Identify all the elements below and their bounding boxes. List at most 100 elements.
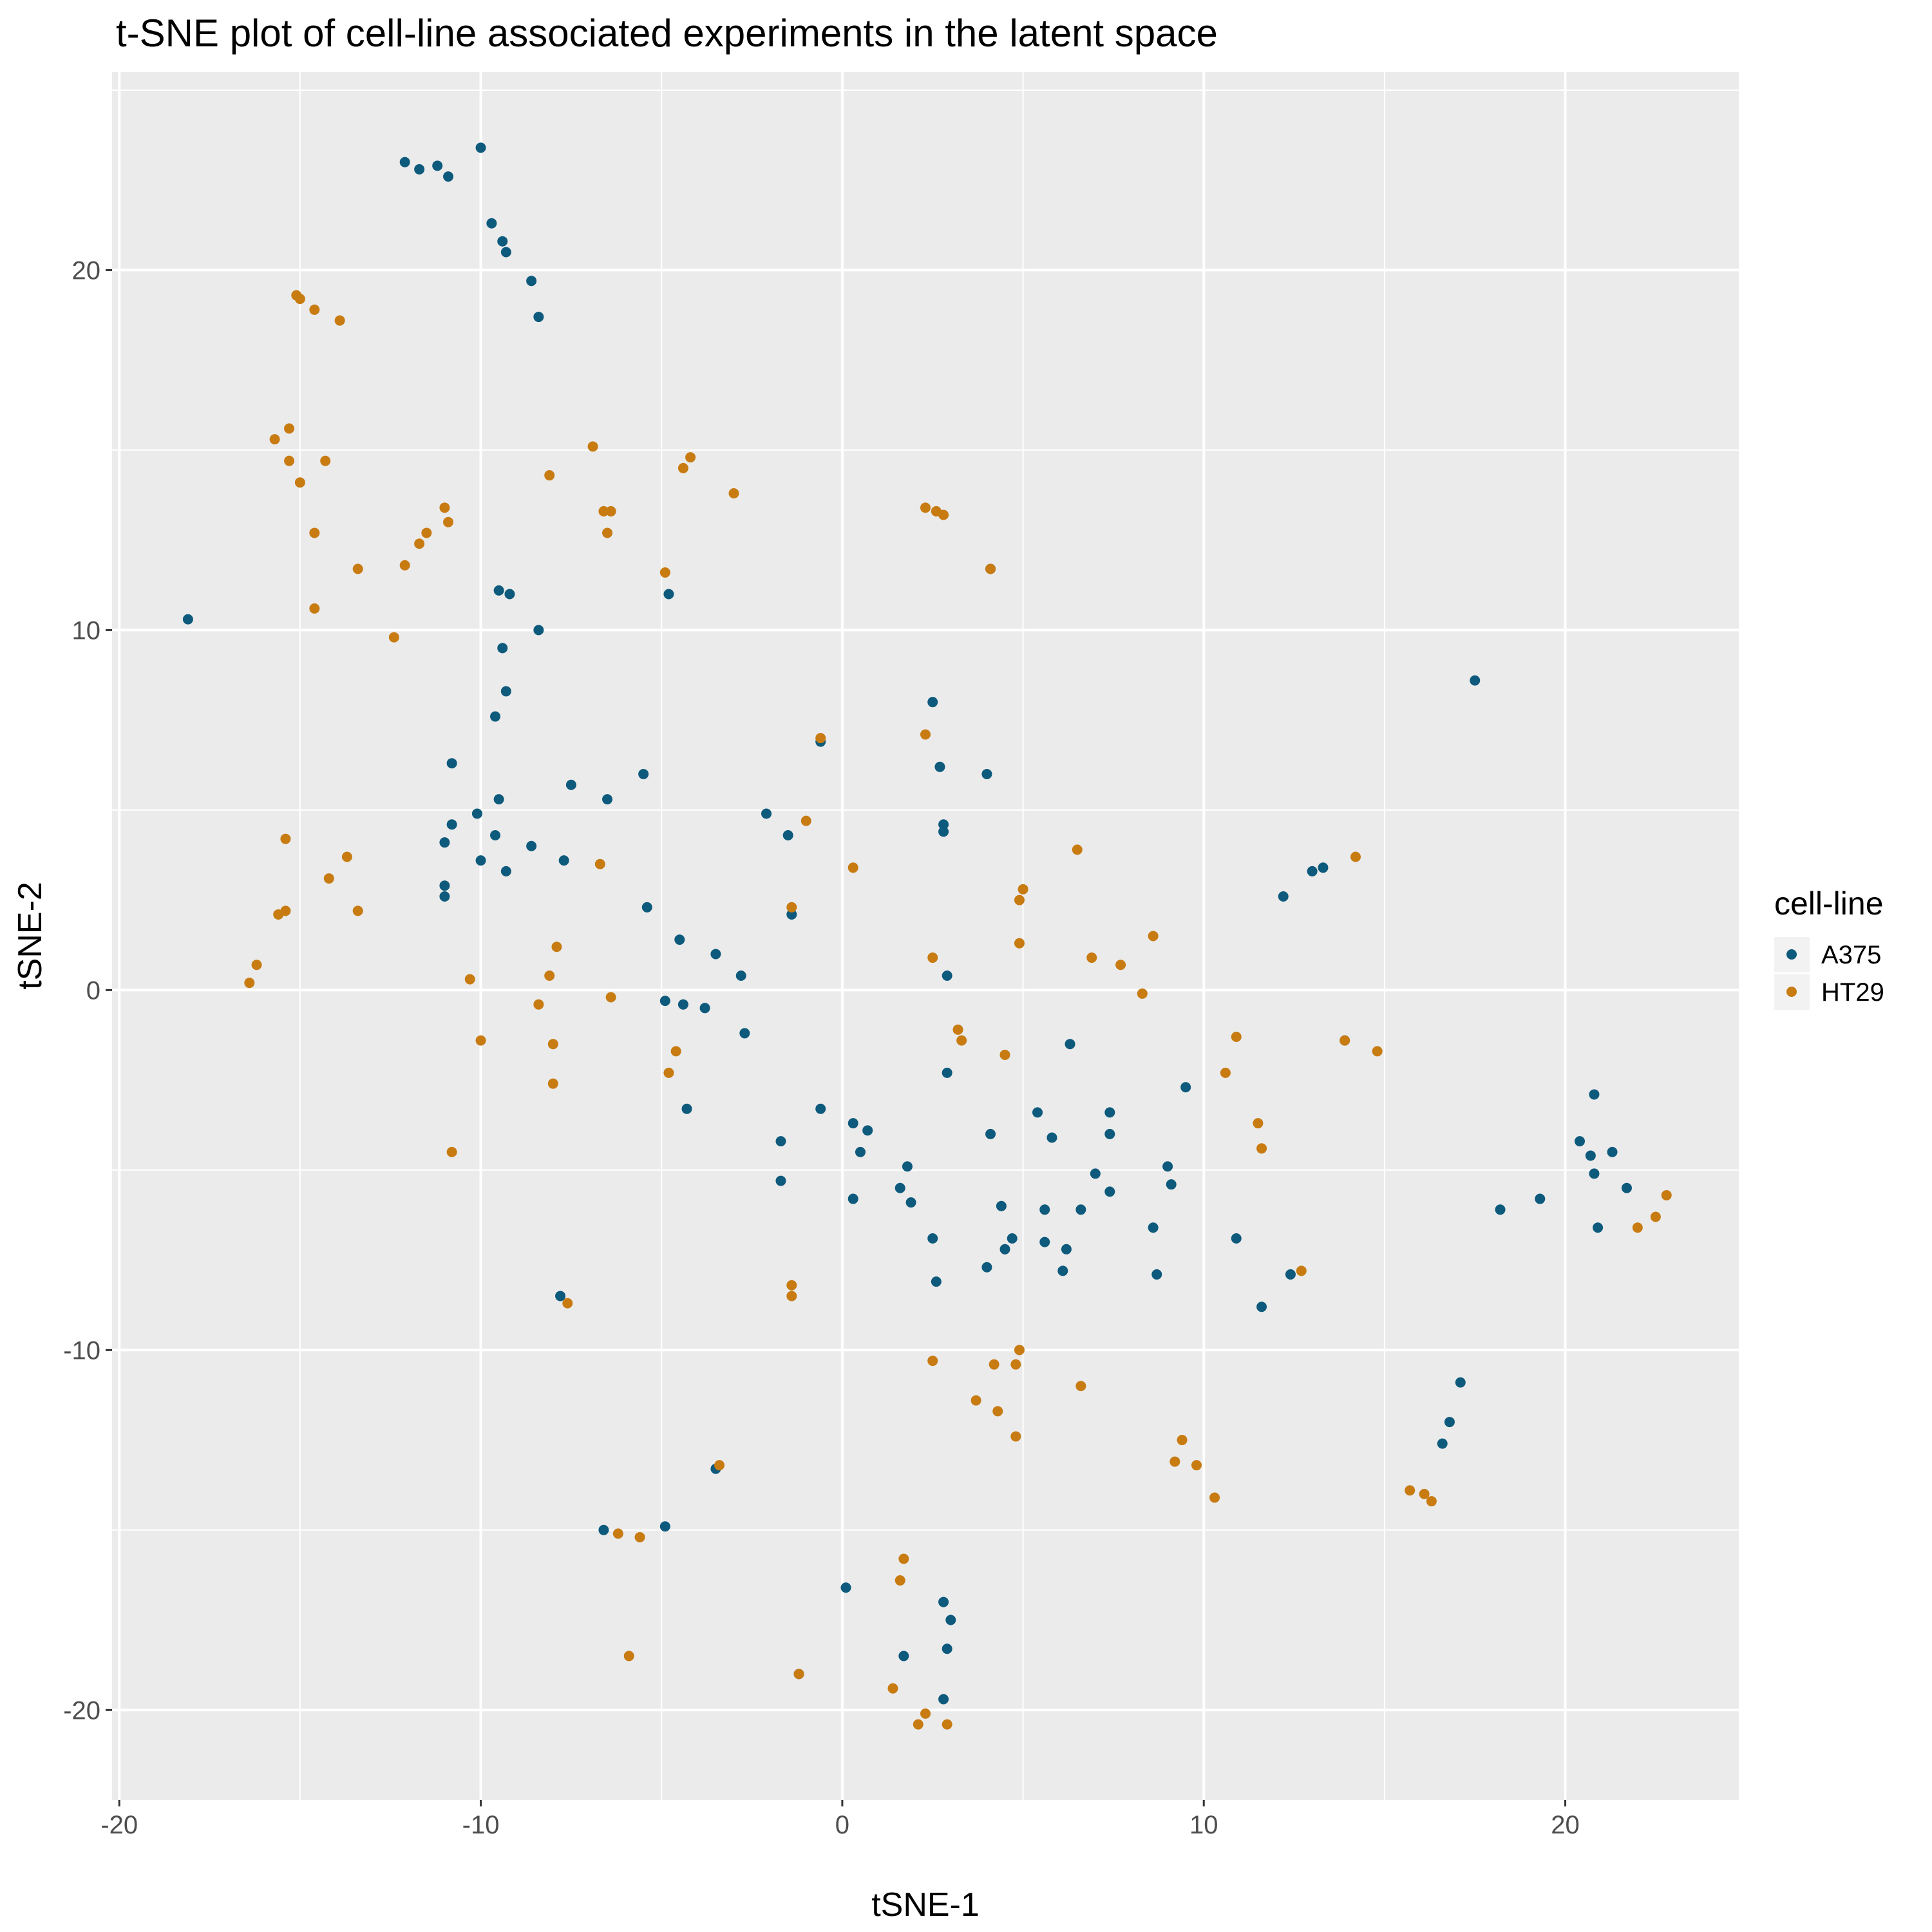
point-ht29 <box>1014 938 1025 949</box>
x-tick-label: 0 <box>835 1811 849 1839</box>
point-ht29 <box>1296 1265 1307 1276</box>
point-ht29 <box>895 1575 905 1586</box>
point-a375 <box>898 1651 909 1662</box>
point-ht29 <box>605 992 616 1003</box>
point-a375 <box>1046 1132 1057 1143</box>
point-a375 <box>526 840 537 851</box>
point-ht29 <box>1253 1118 1264 1129</box>
legend: cell-line A375 HT29 <box>1774 886 1884 1010</box>
legend-label-a375: A375 <box>1821 941 1881 969</box>
x-tick-label: -20 <box>100 1811 138 1839</box>
series-ht29 <box>244 290 1672 1730</box>
point-a375 <box>855 1146 866 1157</box>
point-a375 <box>641 902 652 913</box>
point-ht29 <box>1010 1359 1021 1370</box>
point-a375 <box>1495 1204 1506 1215</box>
point-ht29 <box>1137 988 1148 999</box>
point-ht29 <box>1115 960 1126 971</box>
grid-minor <box>112 72 1739 1800</box>
point-ht29 <box>1177 1435 1188 1446</box>
point-ht29 <box>464 974 475 985</box>
point-ht29 <box>294 477 305 488</box>
point-ht29 <box>1220 1067 1231 1078</box>
point-a375 <box>659 996 670 1007</box>
point-ht29 <box>1256 1143 1267 1154</box>
point-ht29 <box>670 1046 681 1057</box>
point-ht29 <box>594 858 605 869</box>
point-a375 <box>504 589 515 600</box>
point-ht29 <box>551 942 562 952</box>
point-ht29 <box>284 423 295 434</box>
point-a375 <box>775 1175 786 1186</box>
point-a375 <box>555 1291 566 1302</box>
point-a375 <box>399 156 410 167</box>
point-ht29 <box>786 902 797 913</box>
point-ht29 <box>942 1719 952 1730</box>
point-ht29 <box>294 294 305 305</box>
point-a375 <box>1065 1039 1075 1050</box>
plot-panel <box>112 72 1739 1800</box>
point-a375 <box>1090 1168 1101 1179</box>
point-ht29 <box>284 455 295 466</box>
point-ht29 <box>1010 1431 1021 1442</box>
point-a375 <box>533 312 544 323</box>
point-a375 <box>942 970 952 981</box>
point-a375 <box>1318 862 1329 873</box>
point-ht29 <box>309 304 320 315</box>
y-axis: -20 -10 0 10 20 <box>63 256 112 1725</box>
point-a375 <box>1148 1222 1159 1233</box>
point-ht29 <box>714 1460 725 1471</box>
point-a375 <box>1285 1269 1296 1280</box>
point-a375 <box>558 855 569 866</box>
point-a375 <box>981 768 992 779</box>
point-a375 <box>1575 1136 1586 1147</box>
point-a375 <box>1032 1107 1043 1118</box>
point-a375 <box>439 891 450 902</box>
point-a375 <box>486 218 497 229</box>
point-a375 <box>1104 1107 1115 1118</box>
point-a375 <box>493 585 504 596</box>
point-a375 <box>945 1615 956 1625</box>
point-ht29 <box>793 1669 804 1680</box>
point-a375 <box>497 643 508 654</box>
point-ht29 <box>728 488 739 498</box>
point-ht29 <box>475 1035 486 1046</box>
point-a375 <box>677 999 688 1010</box>
point-ht29 <box>605 506 616 516</box>
point-a375 <box>895 1182 905 1193</box>
point-ht29 <box>1014 895 1025 905</box>
point-a375 <box>1621 1182 1632 1193</box>
point-ht29 <box>677 462 688 473</box>
point-ht29 <box>352 905 363 916</box>
point-a375 <box>1535 1193 1546 1204</box>
point-a375 <box>1307 866 1318 876</box>
point-ht29 <box>848 862 858 873</box>
point-ht29 <box>920 1708 931 1719</box>
point-ht29 <box>1350 851 1361 862</box>
point-a375 <box>999 1244 1010 1255</box>
point-a375 <box>848 1193 858 1204</box>
point-a375 <box>493 794 504 805</box>
point-ht29 <box>1072 844 1083 855</box>
point-ht29 <box>1419 1488 1430 1499</box>
point-a375 <box>775 1136 786 1147</box>
point-ht29 <box>634 1531 645 1542</box>
point-a375 <box>1593 1222 1604 1233</box>
point-a375 <box>439 880 450 891</box>
legend-dot-ht29 <box>1786 987 1797 997</box>
point-ht29 <box>786 1280 797 1291</box>
x-axis: -20 -10 0 10 20 <box>100 1800 1580 1839</box>
point-a375 <box>681 1103 692 1114</box>
point-ht29 <box>786 1291 797 1302</box>
point-a375 <box>1607 1146 1618 1157</box>
point-ht29 <box>992 1406 1003 1417</box>
points-layer <box>182 142 1672 1730</box>
point-a375 <box>659 1521 670 1532</box>
point-ht29 <box>352 564 363 574</box>
point-a375 <box>1039 1236 1050 1247</box>
x-tick-label: 10 <box>1189 1811 1218 1839</box>
x-axis-title: tSNE-1 <box>871 1886 980 1924</box>
point-a375 <box>938 819 949 830</box>
point-ht29 <box>1170 1456 1180 1467</box>
point-ht29 <box>562 1298 573 1309</box>
